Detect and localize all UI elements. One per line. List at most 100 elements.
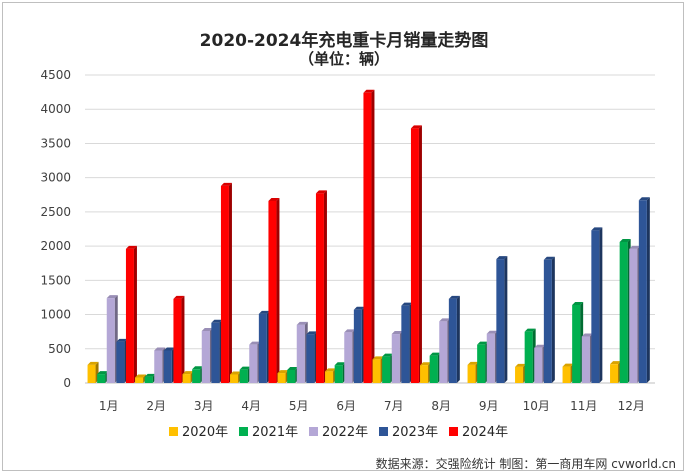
bar-front <box>211 322 220 383</box>
chart-frame <box>2 2 684 471</box>
bar-front <box>543 259 552 383</box>
bar <box>173 295 185 383</box>
bar-front <box>382 356 391 383</box>
bar <box>230 371 242 383</box>
bar <box>296 321 308 383</box>
bar <box>144 373 156 383</box>
bar-top <box>486 330 498 334</box>
bar-front <box>239 369 248 383</box>
bar <box>591 227 603 383</box>
bar-top <box>211 319 223 323</box>
bar <box>239 366 251 383</box>
x-tick-label: 8月 <box>431 399 451 413</box>
legend-label: 2023年 <box>392 425 438 440</box>
bar-side <box>228 182 232 383</box>
y-tick-label: 1000 <box>40 308 71 322</box>
bar-front <box>106 298 115 383</box>
y-tick-label: 2000 <box>40 239 71 253</box>
bar-front <box>268 200 277 383</box>
bar-top <box>230 371 242 375</box>
bar-side <box>646 197 650 383</box>
bar <box>420 362 432 383</box>
bar-front <box>296 324 305 383</box>
bar <box>486 330 498 383</box>
bar <box>154 347 166 383</box>
bar <box>448 295 460 383</box>
bar-side <box>323 190 327 383</box>
bar-top <box>591 227 603 231</box>
x-tick-label: 6月 <box>336 399 356 413</box>
bar <box>524 328 536 383</box>
bar <box>201 327 213 383</box>
bar <box>106 295 118 383</box>
bar-top <box>87 361 99 365</box>
bar-front <box>249 344 258 383</box>
bar-top <box>287 366 299 370</box>
bar-front <box>163 350 172 383</box>
bar-top <box>106 295 118 299</box>
bar-front <box>258 313 267 383</box>
bar <box>182 371 194 383</box>
bar-front <box>363 92 372 383</box>
legend-swatch <box>169 427 178 436</box>
x-axis: 1月 2月 3月 4月 5月 6月 7月 8月 9月 10月 11月 12月 <box>99 399 645 413</box>
y-tick-label: 1500 <box>40 273 71 287</box>
bar-top <box>410 125 422 129</box>
bar <box>192 366 204 383</box>
bar <box>372 356 384 383</box>
bar-top <box>581 333 593 337</box>
bar-side <box>181 295 185 383</box>
bar-front <box>534 347 543 383</box>
bar-front <box>230 374 239 383</box>
bar <box>315 190 327 383</box>
bar-top <box>448 295 460 299</box>
bar-top <box>401 302 413 306</box>
bar <box>638 197 650 383</box>
x-tick-label: 11月 <box>570 399 597 413</box>
bar <box>211 319 223 383</box>
chart-subtitle: （单位：辆） <box>298 50 389 68</box>
bar-front <box>429 355 438 383</box>
bar-side <box>418 125 422 384</box>
bar-top <box>135 374 147 378</box>
bar <box>125 245 137 383</box>
bar-front <box>277 373 286 383</box>
bar-top <box>439 318 451 322</box>
bar-front <box>486 333 495 383</box>
bar-front <box>581 336 590 383</box>
bar-front <box>315 193 324 383</box>
bar-side <box>276 197 280 383</box>
bar <box>258 310 270 383</box>
bar <box>562 363 574 383</box>
bar <box>325 368 337 383</box>
x-tick-label: 2月 <box>146 399 166 413</box>
bar-front <box>154 350 163 383</box>
bar-front <box>116 341 125 383</box>
bar-front <box>173 298 182 383</box>
x-tick-label: 12月 <box>618 399 645 413</box>
x-tick-label: 10月 <box>523 399 550 413</box>
y-tick-label: 2500 <box>40 205 71 219</box>
source-note: 数据来源：交强险统计 制图：第一商用车网 cvworld.cn <box>375 457 676 471</box>
bar-top <box>610 361 622 365</box>
bar-top <box>344 329 356 333</box>
bar <box>439 318 451 383</box>
bar-front <box>477 344 486 383</box>
bar-front <box>439 321 448 383</box>
bar-top <box>306 331 318 335</box>
legend-label: 2022年 <box>322 425 368 440</box>
bar-front <box>572 304 581 383</box>
bar-top <box>372 356 384 360</box>
bar-top <box>382 353 394 357</box>
bar <box>619 239 631 383</box>
bar-top <box>249 341 261 345</box>
bar-top <box>363 89 375 93</box>
bar-side <box>599 227 603 383</box>
x-tick-label: 7月 <box>384 399 404 413</box>
bar <box>534 344 546 383</box>
bar <box>116 338 128 383</box>
bar-top <box>192 366 204 370</box>
bar-top <box>638 197 650 201</box>
bar-front <box>638 200 647 383</box>
